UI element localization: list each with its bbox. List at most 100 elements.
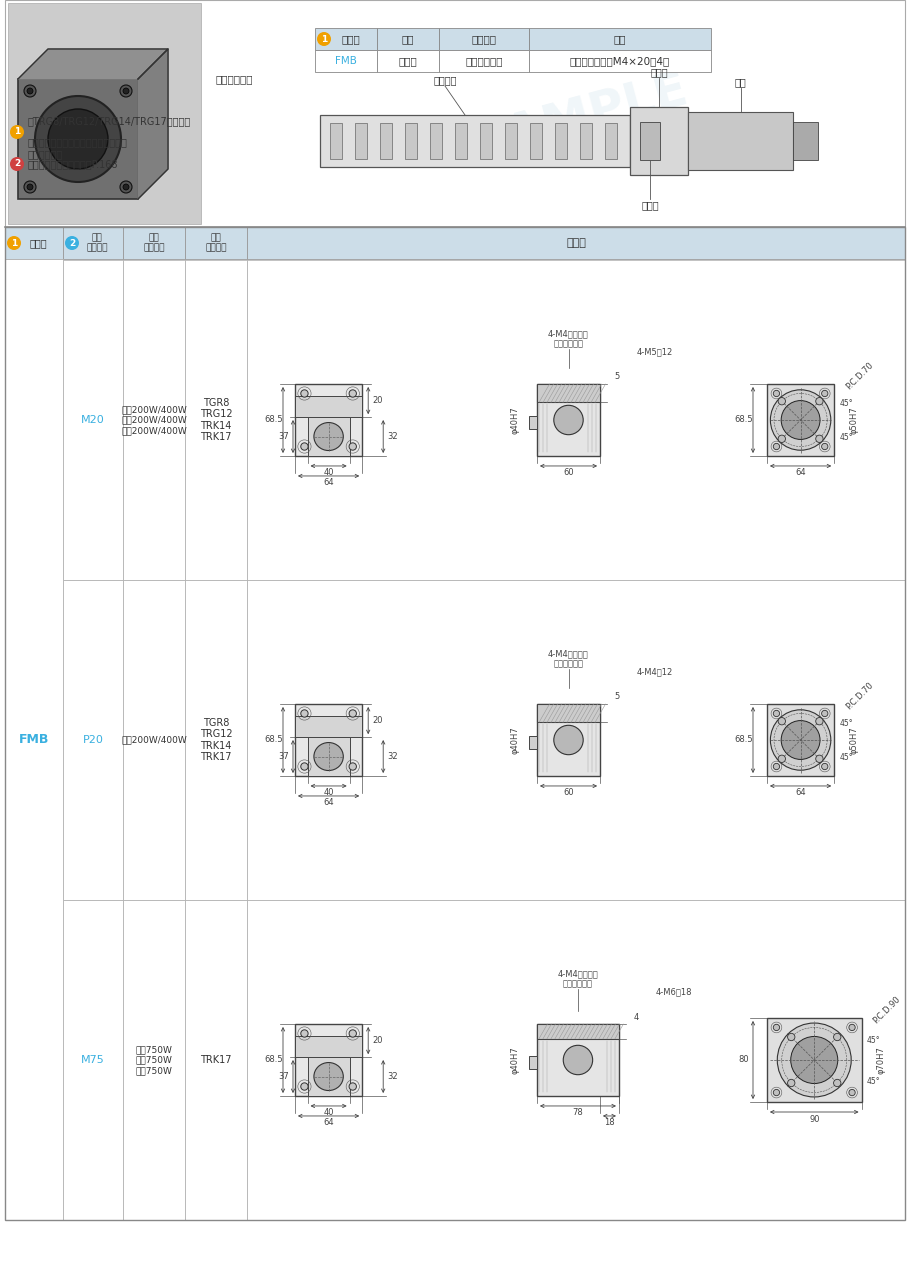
Bar: [537, 384, 600, 402]
Bar: [793, 122, 818, 161]
Circle shape: [815, 717, 823, 725]
Bar: [529, 28, 711, 50]
Circle shape: [554, 405, 583, 434]
Circle shape: [815, 397, 823, 405]
Circle shape: [301, 389, 308, 397]
Bar: [630, 107, 688, 175]
Circle shape: [778, 717, 785, 725]
Text: 20: 20: [372, 396, 382, 405]
Bar: [530, 123, 542, 159]
Text: 用途示意图：: 用途示意图：: [215, 75, 252, 84]
Circle shape: [123, 87, 129, 94]
Circle shape: [774, 711, 780, 717]
Circle shape: [349, 443, 357, 450]
Bar: [529, 1056, 537, 1069]
Text: 64: 64: [323, 1118, 334, 1127]
Bar: [123, 580, 185, 899]
Bar: [247, 260, 905, 580]
Text: 5: 5: [614, 371, 620, 380]
Text: TRK17: TRK17: [200, 1055, 232, 1065]
Bar: [185, 580, 247, 899]
Bar: [123, 260, 185, 580]
Text: 模组本体: 模组本体: [433, 75, 457, 85]
Text: 松下200W/400W: 松下200W/400W: [121, 735, 187, 744]
Bar: [8, 3, 201, 224]
Ellipse shape: [314, 1063, 343, 1091]
Circle shape: [787, 1033, 795, 1041]
Text: SAMPLE: SAMPLE: [492, 1023, 660, 1097]
Circle shape: [301, 1029, 308, 1037]
Circle shape: [834, 1079, 841, 1087]
Circle shape: [10, 125, 24, 139]
Text: 68.5: 68.5: [265, 1055, 283, 1064]
Circle shape: [24, 181, 36, 193]
Circle shape: [822, 711, 828, 717]
Text: TGR8
TRG12
TRK14
TRK17: TGR8 TRG12 TRK14 TRK17: [199, 397, 232, 442]
Text: SAMPLE: SAMPLE: [467, 66, 693, 168]
Bar: [18, 78, 138, 199]
Bar: [439, 50, 529, 72]
Text: 材质: 材质: [401, 33, 414, 44]
Text: 45°: 45°: [839, 753, 853, 762]
Circle shape: [771, 389, 831, 450]
Bar: [295, 716, 362, 738]
Circle shape: [301, 1083, 308, 1090]
Text: 适用
电机代码: 适用 电机代码: [86, 234, 107, 253]
Circle shape: [7, 236, 21, 251]
Text: φ40H7: φ40H7: [511, 1046, 520, 1074]
Circle shape: [834, 1033, 841, 1041]
Circle shape: [349, 1083, 357, 1090]
Text: TGR8
TRG12
TRK14
TRK17: TGR8 TRG12 TRK14 TRK17: [199, 717, 232, 762]
Bar: [767, 1018, 862, 1103]
Text: 尺寸图: 尺寸图: [566, 238, 586, 248]
Text: 37: 37: [278, 432, 289, 441]
Circle shape: [781, 401, 820, 439]
Bar: [247, 899, 905, 1219]
Circle shape: [778, 756, 785, 762]
Ellipse shape: [314, 743, 343, 771]
Bar: [529, 736, 537, 749]
Text: 的电机的作用: 的电机的作用: [28, 149, 64, 159]
Circle shape: [27, 87, 33, 94]
Text: 40: 40: [323, 789, 334, 798]
Text: 78: 78: [572, 1109, 583, 1118]
Bar: [308, 738, 349, 776]
Bar: [767, 704, 834, 776]
Text: 4-M5深12: 4-M5深12: [637, 347, 673, 356]
Text: 18: 18: [604, 1118, 615, 1127]
Bar: [295, 1024, 362, 1096]
Bar: [185, 260, 247, 580]
Text: 适用
模组系列: 适用 模组系列: [206, 234, 227, 253]
Ellipse shape: [314, 423, 343, 451]
Text: 当TRG8/TRG12/TRG14/TRG17模组需要: 当TRG8/TRG12/TRG14/TRG17模组需要: [28, 116, 191, 126]
Text: 64: 64: [323, 798, 334, 807]
Circle shape: [781, 721, 820, 759]
Bar: [63, 580, 123, 899]
Bar: [430, 123, 442, 159]
Text: 类型码: 类型码: [341, 33, 360, 44]
Circle shape: [120, 181, 132, 193]
Text: 4-M4杯头螺丝
连接模组本体: 4-M4杯头螺丝 连接模组本体: [548, 649, 589, 668]
Text: 三菱200W/400W
台达200W/400W
安川200W/400W: 三菱200W/400W 台达200W/400W 安川200W/400W: [121, 405, 187, 434]
Bar: [308, 1058, 349, 1096]
Text: 联轴器: 联轴器: [642, 200, 659, 209]
Bar: [185, 227, 247, 260]
Text: 37: 37: [278, 752, 289, 761]
Text: 相关联轴器的选配可参考P.168: 相关联轴器的选配可参考P.168: [28, 159, 118, 170]
Circle shape: [822, 443, 828, 450]
Bar: [537, 704, 600, 776]
Bar: [295, 704, 362, 776]
Bar: [555, 123, 567, 159]
Text: FMB: FMB: [335, 57, 357, 66]
Bar: [185, 899, 247, 1219]
Text: 45°: 45°: [839, 433, 853, 442]
Bar: [330, 123, 342, 159]
Circle shape: [849, 1090, 855, 1096]
Bar: [439, 28, 529, 50]
Bar: [505, 123, 517, 159]
Bar: [295, 396, 362, 418]
Text: 4-M4杯头螺丝
连接模组本体: 4-M4杯头螺丝 连接模组本体: [558, 969, 599, 988]
Bar: [537, 704, 600, 722]
Text: 64: 64: [795, 789, 806, 798]
Text: 32: 32: [387, 752, 398, 761]
